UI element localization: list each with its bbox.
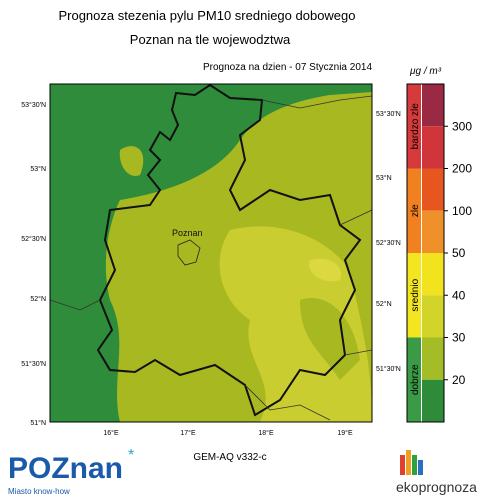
pollution-zone: [119, 146, 144, 176]
country-border: [50, 95, 372, 421]
city-border: [177, 239, 201, 266]
legend-swatch: [422, 126, 444, 169]
legend-label: 20: [452, 373, 466, 387]
legend-label: 200: [452, 162, 472, 176]
pollution-zone: [300, 298, 360, 380]
lat-label: 51°30'N: [21, 360, 46, 368]
logo-tagline: Miasto know-how: [8, 487, 70, 496]
legend-label: 50: [452, 246, 466, 260]
subtitle: Poznan na tle wojewodztwa: [130, 32, 291, 47]
lat-label: 52°N: [376, 300, 392, 308]
legend-label: 30: [452, 331, 466, 345]
legend: 300 200 100 50 40 30 20 bardzo zle zle srednio dob…: [406, 83, 472, 423]
voivodeship-border: [96, 84, 362, 417]
lat-label: 52°30'N: [376, 239, 401, 247]
map-frame: [49, 83, 373, 423]
legend-frame: [406, 83, 445, 423]
category-swatch: [407, 168, 421, 253]
lon-label: 16°E: [103, 429, 119, 437]
logo-ekoprognoza: ekoprognoza: [396, 479, 477, 495]
category-label: srednio: [410, 278, 421, 311]
map-area: Poznan: [49, 83, 373, 423]
title: Prognoza stezenia pylu PM10 sredniego do…: [58, 8, 355, 23]
category-swatch: [407, 253, 421, 338]
lon-label: 19°E: [337, 429, 353, 437]
legend-swatch: [422, 84, 444, 127]
lat-label: 53°N: [376, 174, 392, 182]
lat-label: 51°30'N: [376, 365, 401, 373]
lat-label: 53°30'N: [21, 101, 46, 109]
category-label: zle: [410, 204, 421, 217]
unit-label: μg / m³: [409, 66, 442, 77]
category-swatch: [407, 84, 421, 169]
legend-swatch: [422, 379, 444, 422]
lat-label: 53°N: [30, 165, 46, 173]
legend-swatch: [422, 210, 444, 253]
category-label: bardzo zle: [410, 103, 421, 150]
lat-label: 51°N: [30, 419, 46, 427]
forecast-date: Prognoza na dzien - 07 Stycznia 2014: [203, 62, 372, 73]
lat-label: 52°N: [30, 295, 46, 303]
model-label: GEM-AQ v332-c: [193, 452, 266, 463]
legend-swatch: [422, 168, 444, 211]
lat-label: 52°30'N: [21, 235, 46, 243]
city-label: Poznan: [172, 228, 203, 238]
legend-swatch: [422, 295, 444, 338]
legend-swatch: [422, 337, 444, 380]
pollution-zone: [309, 258, 341, 282]
lon-label: 17°E: [180, 429, 196, 437]
lat-label: 53°30'N: [376, 110, 401, 118]
logo-icon: [400, 450, 423, 475]
legend-swatch: [422, 253, 444, 296]
legend-label: 40: [452, 288, 466, 302]
legend-label: 300: [452, 119, 472, 133]
legend-label: 100: [452, 204, 472, 218]
category-label: dobrze: [410, 364, 421, 395]
lon-label: 18°E: [258, 429, 274, 437]
category-swatch: [407, 337, 421, 422]
logo-star: *: [128, 447, 134, 464]
logo-poznan: POZnan: [8, 452, 123, 485]
